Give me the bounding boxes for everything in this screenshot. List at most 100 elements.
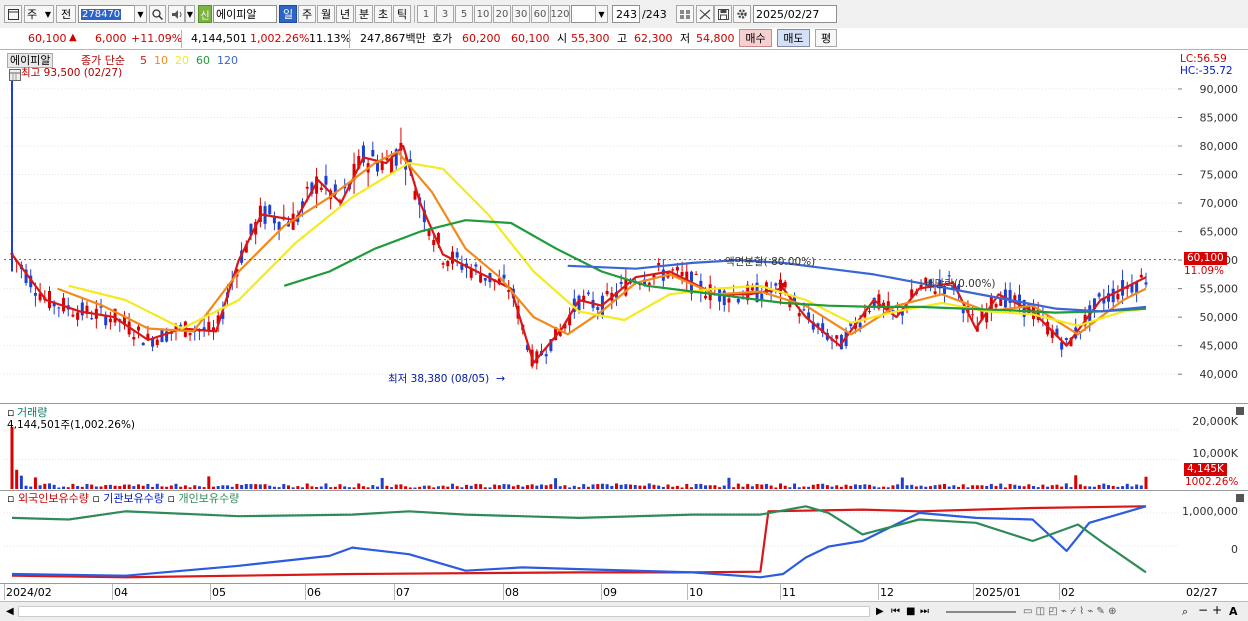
volume-bar (882, 486, 886, 489)
volume-bar (99, 486, 103, 489)
search-button[interactable] (149, 5, 166, 23)
candle-body (390, 158, 394, 174)
plus-icon[interactable]: + (1212, 603, 1223, 617)
volume-bar (647, 483, 651, 489)
volume-bar (563, 485, 567, 489)
interval-button[interactable]: 60 (531, 5, 549, 23)
bottom-scroll-bar: ◀ ▶ ⏮ ■ ⏭ ▭ ◫ ◰ ⌁ ⌿ ⌇ ⌁ ✎ ⊕ ⌕ − + A (0, 601, 1248, 621)
candle-body (1050, 329, 1054, 338)
interval-button[interactable]: 10 (474, 5, 492, 23)
period-label: 초 (377, 8, 389, 21)
volume-bar (465, 484, 469, 489)
interval-button[interactable]: 120 (550, 5, 570, 23)
date-input[interactable]: 2025/02/27 (753, 5, 837, 23)
divider (414, 5, 415, 23)
volume-bar (1139, 485, 1143, 489)
volume-bar (52, 484, 56, 489)
scroll-left-icon[interactable]: ◀ (6, 606, 14, 617)
prev-button[interactable]: 전 (56, 5, 76, 23)
grid-view-button[interactable] (676, 5, 694, 23)
candle-body (497, 278, 501, 285)
candle-body (455, 252, 459, 258)
volume-bar (141, 485, 145, 489)
pane-close-icon[interactable] (1236, 494, 1244, 502)
period-button[interactable]: 일 (279, 5, 297, 23)
stock-code-input[interactable]: 278470 (78, 5, 136, 23)
price-chart[interactable] (4, 51, 1178, 403)
holdings-chart[interactable] (4, 491, 1178, 583)
stop-icon[interactable]: ■ (906, 606, 916, 617)
speaker-dropdown[interactable]: ▼ (185, 5, 195, 23)
first-page-icon[interactable]: ⏮ (891, 606, 900, 617)
period-button[interactable]: 년 (336, 5, 354, 23)
candle-body (877, 294, 881, 309)
buy-button[interactable]: 매수 (739, 29, 772, 47)
candle-body (572, 298, 576, 312)
volume-bar (197, 486, 201, 489)
speaker-button[interactable] (168, 5, 185, 23)
save-button[interactable] (714, 5, 732, 23)
sell-button[interactable]: 매도 (777, 29, 810, 47)
pane-close-icon[interactable] (1236, 407, 1244, 415)
volume-bar (886, 487, 890, 489)
eval-button[interactable]: 평 (815, 29, 837, 47)
volume-bar (385, 485, 389, 489)
last-page-icon[interactable]: ⏭ (920, 606, 929, 617)
zoom-slider[interactable] (946, 611, 1016, 613)
x-axis-label: 06 (307, 586, 321, 599)
x-axis-label: 12 (880, 586, 894, 599)
volume-chart[interactable] (4, 404, 1178, 490)
volume-bar (652, 484, 656, 489)
x-axis-label: 11 (782, 586, 796, 599)
candle-body (427, 229, 431, 236)
zoom-out-icon[interactable]: ⌕ (1182, 605, 1189, 618)
stock-name-field[interactable]: 에이피알 (213, 5, 277, 23)
volume-bar (868, 484, 872, 489)
chart-layout-icon[interactable] (4, 5, 22, 23)
x-axis-label: 05 (212, 586, 226, 599)
chart-type-select[interactable]: 주 ▼ (24, 5, 54, 23)
candle-body (685, 271, 689, 283)
volume-bar (689, 487, 693, 489)
interval-button[interactable]: 1 (417, 5, 435, 23)
period-button[interactable]: 틱 (393, 5, 411, 23)
volume-bar (610, 485, 614, 489)
volume-pane[interactable] (4, 404, 1178, 490)
settings-button[interactable] (733, 5, 751, 23)
chart-tool-icons[interactable]: ▭ ◫ ◰ ⌁ ⌿ ⌇ ⌁ ✎ ⊕ (1023, 606, 1117, 617)
ma-legend-item: 60 (196, 54, 210, 67)
font-size-icon[interactable]: A (1229, 605, 1238, 618)
candle-body (380, 161, 384, 171)
period-button[interactable]: 주 (298, 5, 316, 23)
minus-icon[interactable]: − (1198, 603, 1209, 617)
scroll-right-icon[interactable]: ▶ (876, 606, 884, 617)
interval-button[interactable]: 3 (436, 5, 454, 23)
volume-bar (1022, 486, 1026, 489)
interval-dropdown[interactable]: ▼ (595, 5, 608, 23)
count-input[interactable]: 243 (612, 5, 640, 23)
scroll-track[interactable] (18, 606, 870, 617)
foreign-holding-title: 외국인보유수량 (17, 492, 89, 505)
holdings-pane[interactable] (4, 491, 1178, 583)
calendar-icon[interactable] (9, 69, 21, 81)
interval-button[interactable]: 5 (455, 5, 473, 23)
interval-button[interactable]: 30 (512, 5, 530, 23)
period-button[interactable]: 월 (317, 5, 335, 23)
volume-bar (957, 486, 961, 489)
institution-holding-title: 기관보유수량 (103, 492, 165, 505)
volume-bar (1055, 484, 1059, 489)
low-label: 저 (680, 32, 691, 45)
low-marker-icon (508, 378, 516, 385)
volume-bar (85, 484, 89, 489)
interval-button[interactable]: 20 (493, 5, 511, 23)
candle-body (310, 182, 314, 194)
code-dropdown-button[interactable]: ▼ (134, 5, 147, 23)
volume-bar (629, 484, 633, 489)
draw-tool-button[interactable] (696, 5, 714, 23)
count-total: /243 (642, 8, 667, 21)
period-button[interactable]: 분 (355, 5, 373, 23)
price-chart-pane[interactable] (4, 51, 1178, 403)
period-button[interactable]: 초 (374, 5, 392, 23)
dividend-note: 배당락(0.00%) (925, 278, 996, 290)
interval-label: 5 (460, 8, 468, 20)
